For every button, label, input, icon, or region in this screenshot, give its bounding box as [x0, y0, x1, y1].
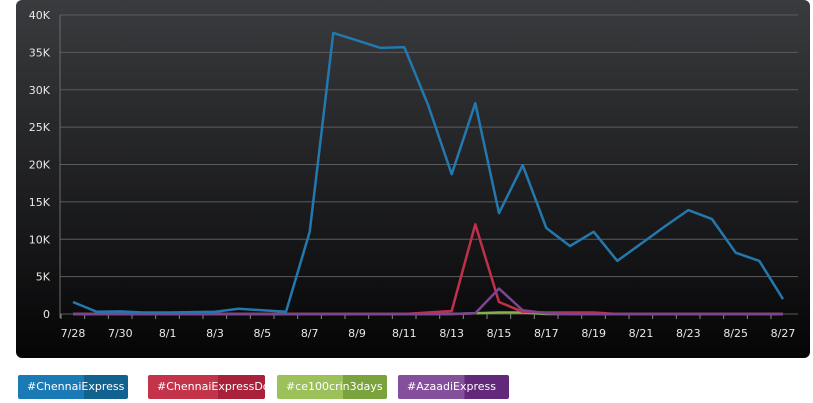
x-tick-label: 8/9 [348, 327, 366, 340]
x-tick-label: 8/15 [487, 327, 512, 340]
y-tick-label: 30K [29, 84, 51, 97]
x-tick-label: 7/28 [61, 327, 86, 340]
legend-item-azaadiexpress[interactable]: #AzaadiExpress [398, 375, 509, 399]
x-tick-label: 8/21 [629, 327, 654, 340]
y-tick-label: 15K [29, 196, 51, 209]
x-tick-label: 8/25 [723, 327, 748, 340]
y-tick-label: 25K [29, 121, 51, 134]
series-line-chennaiexpress [72, 31, 785, 314]
chart-panel: 0 5K 10K 15K 20K 25K 30K 35K 40K 7/28 7/30 8/1 8/3 8/… [16, 0, 810, 358]
x-tick-label: 8/17 [534, 327, 559, 340]
x-tick-label: 8/5 [253, 327, 271, 340]
x-tick-label: 8/19 [581, 327, 606, 340]
y-tick-label: 40K [29, 9, 51, 22]
x-tick-label: 8/13 [439, 327, 464, 340]
legend-item-ce100crin3days[interactable]: #ce100crin3days [277, 375, 387, 399]
y-tick-label: 20K [29, 159, 51, 172]
legend-item-chennaiexpressdobara[interactable]: #ChennaiExpressDobara [148, 375, 295, 399]
x-tick-label: 8/1 [159, 327, 177, 340]
x-tick-label: 8/23 [676, 327, 701, 340]
x-tick-label: 8/7 [301, 327, 319, 340]
y-tick-label: 35K [29, 46, 51, 59]
x-tick-label: 8/3 [206, 327, 224, 340]
x-tick-label: 7/30 [108, 327, 133, 340]
y-tick-label: 10K [29, 233, 51, 246]
line-chart: 0 5K 10K 15K 20K 25K 30K 35K 40K 7/28 7/30 8/1 8/3 8/… [29, 9, 798, 340]
x-tick-label: 8/27 [771, 327, 796, 340]
y-tick-label: 0 [43, 308, 50, 321]
legend-item-chennaiexpress[interactable]: #ChennaiExpress [18, 375, 128, 399]
y-tick-label: 5K [36, 271, 51, 284]
series-line-chennaiexpressdobara [73, 223, 783, 316]
x-tick-label: 8/11 [392, 327, 417, 340]
series-line-azaadiexpress [73, 287, 783, 316]
